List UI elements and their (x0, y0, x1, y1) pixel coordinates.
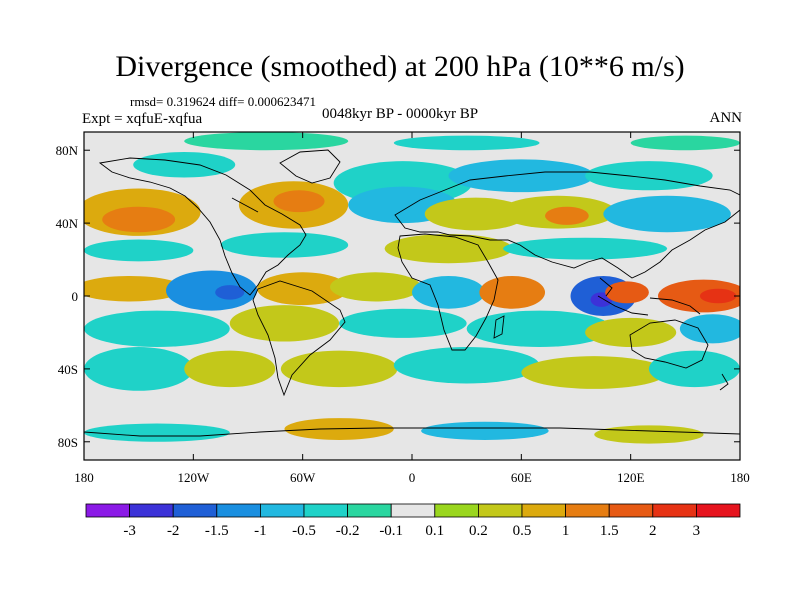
field-region-15 (603, 195, 731, 233)
x-axis: 180 120W 60W 0 60E 120E 180 (74, 132, 750, 485)
colorbar-label-7: 0.1 (425, 523, 444, 539)
colorbar-swatch-2 (172, 503, 218, 518)
x-tick-label-3: 0 (409, 470, 416, 485)
colorbar-label-12: 2 (649, 523, 657, 539)
field-region-17 (220, 232, 349, 258)
y-axis: 80N 40N 0 40S 80S (56, 143, 740, 450)
x-tick-label-5: 120E (617, 470, 645, 485)
field-region-37 (679, 314, 740, 344)
colorbar-label-11: 1.5 (600, 523, 619, 539)
field-region-16 (84, 239, 194, 262)
field-region-10 (273, 190, 325, 213)
colorbar-label-1: -2 (167, 523, 180, 539)
field-region-23 (257, 272, 349, 306)
colorbar-label-10: 1 (562, 523, 570, 539)
field-region-40 (280, 350, 398, 388)
y-tick-label-3: 40S (58, 362, 78, 377)
field-region-36 (585, 317, 677, 348)
field-region-47 (594, 425, 704, 444)
colorbar-label-0: -3 (123, 523, 136, 539)
colorbar-label-8: 0.2 (469, 523, 488, 539)
field-region-33 (229, 305, 340, 342)
x-tick-label-1: 120W (177, 470, 210, 485)
y-tick-label-4: 80S (58, 435, 78, 450)
colorbar-swatch-14 (696, 503, 741, 518)
colorbar-swatch-11 (565, 503, 610, 518)
stats-text: rmsd= 0.319624 diff= 0.000623471 (130, 94, 316, 109)
colorbar-swatch-12 (608, 503, 654, 518)
chart-title: Divergence (smoothed) at 200 hPa (10**6 … (115, 50, 685, 83)
colorbar-label-4: -0.5 (292, 523, 316, 539)
field-region-22 (215, 285, 245, 300)
field-region-19 (503, 237, 668, 260)
x-tick-label-4: 60E (511, 470, 532, 485)
colorbar-label-3: -1 (254, 523, 267, 539)
field-region-5 (448, 159, 595, 193)
field-region-42 (521, 356, 668, 389)
field-region-31 (699, 288, 737, 304)
x-tick-label-0: 180 (74, 470, 94, 485)
colorbar-label-2: -1.5 (205, 523, 229, 539)
field-region-6 (585, 161, 713, 191)
field-region-35 (466, 310, 613, 348)
colorbar-label-6: -0.1 (379, 523, 403, 539)
colorbar-swatch-9 (477, 503, 523, 518)
colorbar-swatch-3 (216, 503, 261, 518)
colorbar: -3 -2 -1.5 -1 -0.5 -0.2 -0.1 0.1 0.2 0.5 1 1.5 2 3 (85, 503, 741, 539)
colorbar-swatch-10 (521, 503, 566, 518)
x-tick-label-2: 60W (290, 470, 316, 485)
field-region-2 (393, 135, 540, 151)
field-region-38 (84, 347, 194, 391)
colorbar-swatch-5 (303, 503, 348, 518)
field-region-29 (605, 281, 649, 304)
coastlines (84, 149, 740, 437)
field-region-43 (648, 350, 740, 388)
field-region-1 (184, 132, 349, 151)
field-region-34 (339, 308, 467, 338)
field-region-46 (421, 421, 549, 440)
y-tick-label-1: 40N (56, 216, 79, 231)
field-region-39 (184, 350, 276, 388)
y-tick-label-2: 0 (72, 289, 79, 304)
colorbar-swatch-6 (347, 503, 392, 518)
field-region-0 (133, 152, 236, 178)
field-region-32 (84, 310, 230, 348)
field-region-24 (330, 272, 422, 302)
colorbar-swatch-7 (390, 503, 436, 518)
field-region-26 (479, 275, 546, 309)
season-label: ANN (709, 110, 743, 126)
x-tick-label-6: 180 (730, 470, 750, 485)
colorbar-label-13: 3 (693, 523, 701, 539)
field-region-21 (166, 270, 258, 311)
colorbar-swatch-4 (259, 503, 305, 518)
field-region-18 (384, 234, 513, 264)
field-region-41 (393, 347, 540, 384)
colorbar-swatch-8 (434, 503, 479, 518)
colorbar-label-5: -0.2 (336, 523, 360, 539)
colorbar-label-9: 0.5 (513, 523, 532, 539)
field-region-3 (630, 135, 740, 151)
field-region-44 (84, 423, 230, 442)
field-region-12 (424, 197, 527, 231)
experiment-label: Expt = xqfuE-xqfua (82, 111, 203, 127)
colorbar-swatch-0 (85, 503, 130, 518)
period-label: 0048kyr BP - 0000kyr BP (322, 106, 479, 122)
field-region-14 (545, 206, 589, 225)
colorbar-swatch-13 (652, 503, 697, 518)
field-region-8 (102, 206, 176, 233)
field-region-30 (658, 279, 740, 313)
y-tick-label-0: 80N (56, 143, 79, 158)
divergence-field (84, 132, 740, 444)
field-region-25 (412, 275, 485, 309)
field-region-20 (84, 275, 185, 302)
colorbar-swatch-1 (129, 503, 174, 518)
